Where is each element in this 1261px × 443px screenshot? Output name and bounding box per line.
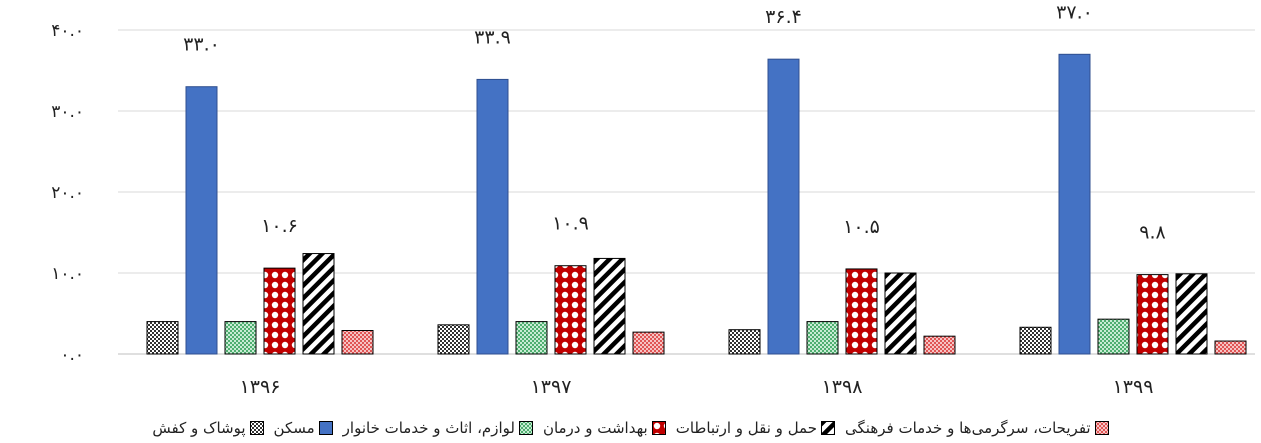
data-label: ۱۰.۶ xyxy=(261,215,298,237)
legend-item: تفریحات، سرگرمی‌ها و خدمات فرهنگی xyxy=(845,419,1109,437)
legend-swatch xyxy=(249,420,264,435)
bar-5-3 xyxy=(884,272,917,355)
bar-2-3 xyxy=(767,58,800,355)
y-axis: ۰.۰ ۱۰.۰ ۲۰.۰ ۳۰.۰ ۴۰.۰ xyxy=(51,21,84,365)
bar-4-1 xyxy=(263,267,296,355)
legend-swatch xyxy=(1094,420,1109,435)
bar-6-4 xyxy=(1214,340,1247,355)
bar-5-1 xyxy=(302,253,335,355)
x-category-label: ۱۳۹۶ xyxy=(240,376,281,398)
x-category-label: ۱۳۹۹ xyxy=(1113,376,1154,398)
y-tick-label: ۲۰.۰ xyxy=(51,183,84,203)
legend-item: پوشاک و کفش xyxy=(152,418,264,437)
legend-item: بهداشت و درمان xyxy=(543,419,666,437)
bar-4-4 xyxy=(1136,274,1169,355)
legend-label: تفریحات، سرگرمی‌ها و خدمات فرهنگی xyxy=(845,418,1091,437)
bar-3-1 xyxy=(224,321,257,355)
data-label: ۱۰.۵ xyxy=(843,216,880,238)
data-labels: ۳۳.۰ ۳۳.۹ ۳۶.۴ ۳۷.۰ ۱۰.۶ ۱۰.۹ ۱۰.۵ ۹.۸ xyxy=(183,1,1166,243)
data-label: ۹.۸ xyxy=(1139,222,1165,244)
legend-label: پوشاک و کفش xyxy=(152,418,246,437)
legend-label: لوازم، اثاث و خدمات خانوار xyxy=(342,418,515,437)
y-tick-label: ۴۰.۰ xyxy=(51,21,84,41)
data-label: ۳۳.۹ xyxy=(474,26,511,48)
bar-5-2 xyxy=(593,257,626,355)
bar-6-3 xyxy=(923,335,956,355)
bar-4-3 xyxy=(845,268,878,355)
bar-1-2 xyxy=(437,324,470,355)
legend-swatch xyxy=(651,420,666,435)
legend-swatch xyxy=(821,420,836,435)
legend-label: مسکن xyxy=(273,418,315,437)
x-category-label: ۱۳۹۸ xyxy=(822,376,863,398)
bar-3-4 xyxy=(1097,318,1130,355)
legend: پوشاک و کفش مسکن لوازم، اثاث و خدمات خانوا… xyxy=(0,412,1261,443)
bar-1-1 xyxy=(146,321,179,355)
data-label: ۳۶.۴ xyxy=(765,6,802,28)
data-label: ۳۷.۰ xyxy=(1056,1,1093,23)
bar-5-4 xyxy=(1175,273,1208,355)
bar-6-1 xyxy=(341,330,374,355)
bar-chart: ۰.۰ ۱۰.۰ ۲۰.۰ ۳۰.۰ ۴۰.۰ ۳۳.۰ ۳۳.۹ ۳۶.۴ ۳۷.۰ ۱۰.۶… xyxy=(51,1,1255,398)
bar-3-2 xyxy=(515,321,548,355)
data-label: ۱۰.۹ xyxy=(552,213,589,235)
bars xyxy=(146,53,1247,355)
legend-item: لوازم، اثاث و خدمات خانوار xyxy=(343,419,533,437)
legend-item: حمل و نقل و ارتباطات xyxy=(675,418,836,437)
bar-3-3 xyxy=(806,321,839,355)
y-tick-label: ۱۰.۰ xyxy=(51,264,84,284)
legend-item: مسکن xyxy=(274,419,333,437)
bar-6-2 xyxy=(632,331,665,355)
x-category-label: ۱۳۹۷ xyxy=(531,376,572,398)
legend-label: حمل و نقل و ارتباطات xyxy=(675,418,818,437)
bar-1-4 xyxy=(1019,326,1052,355)
bar-2-1 xyxy=(185,86,218,355)
data-label: ۳۳.۰ xyxy=(183,34,220,56)
bar-2-4 xyxy=(1058,53,1091,355)
legend-swatch xyxy=(318,420,333,435)
x-axis: ۱۳۹۶ ۱۳۹۷ ۱۳۹۸ ۱۳۹۹ xyxy=(240,376,1154,398)
legend-swatch xyxy=(518,420,533,435)
y-tick-label: ۳۰.۰ xyxy=(51,102,84,122)
bar-4-2 xyxy=(554,265,587,355)
y-tick-label: ۰.۰ xyxy=(60,345,84,365)
bar-2-2 xyxy=(476,78,509,355)
legend-label: بهداشت و درمان xyxy=(542,418,648,437)
bar-1-3 xyxy=(728,329,761,355)
